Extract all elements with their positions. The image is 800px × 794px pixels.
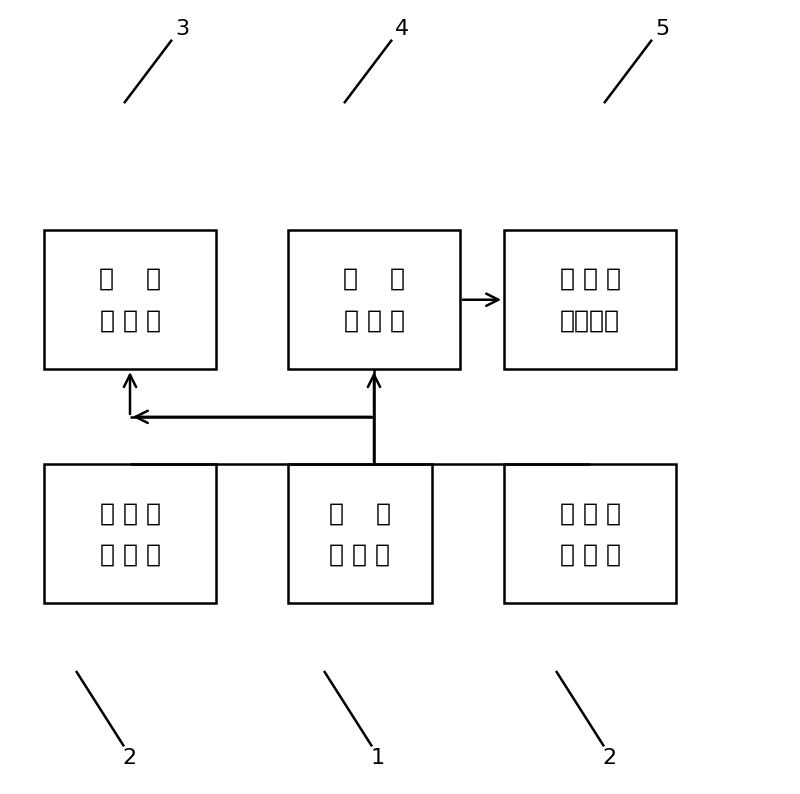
Text: 采 集 卡: 采 集 卡 [343,309,405,333]
Text: 工 业 监: 工 业 监 [559,501,621,525]
Text: 控 镜 头: 控 镜 头 [99,543,161,567]
Text: 图    像: 图 像 [99,267,161,291]
Text: 4: 4 [395,19,410,40]
Bar [288,230,460,369]
Text: 输 送 带: 输 送 带 [330,543,390,567]
Text: 2: 2 [602,748,617,769]
Bar [504,230,676,369]
Text: 控 镜 头: 控 镜 头 [559,543,621,567]
Text: 1: 1 [370,748,385,769]
Text: 5: 5 [655,19,670,40]
Text: 处理系统: 处理系统 [560,309,620,333]
Bar [288,464,432,603]
Text: 监 视 器: 监 视 器 [99,309,161,333]
Bar [504,464,676,603]
Bar [44,464,216,603]
Text: 计 算 机: 计 算 机 [559,267,621,291]
Text: 视    频: 视 频 [343,267,405,291]
Bar [44,230,216,369]
Text: 玻    璃: 玻 璃 [329,501,391,525]
Text: 3: 3 [175,19,190,40]
Text: 工 业 监: 工 业 监 [99,501,161,525]
Text: 2: 2 [122,748,137,769]
